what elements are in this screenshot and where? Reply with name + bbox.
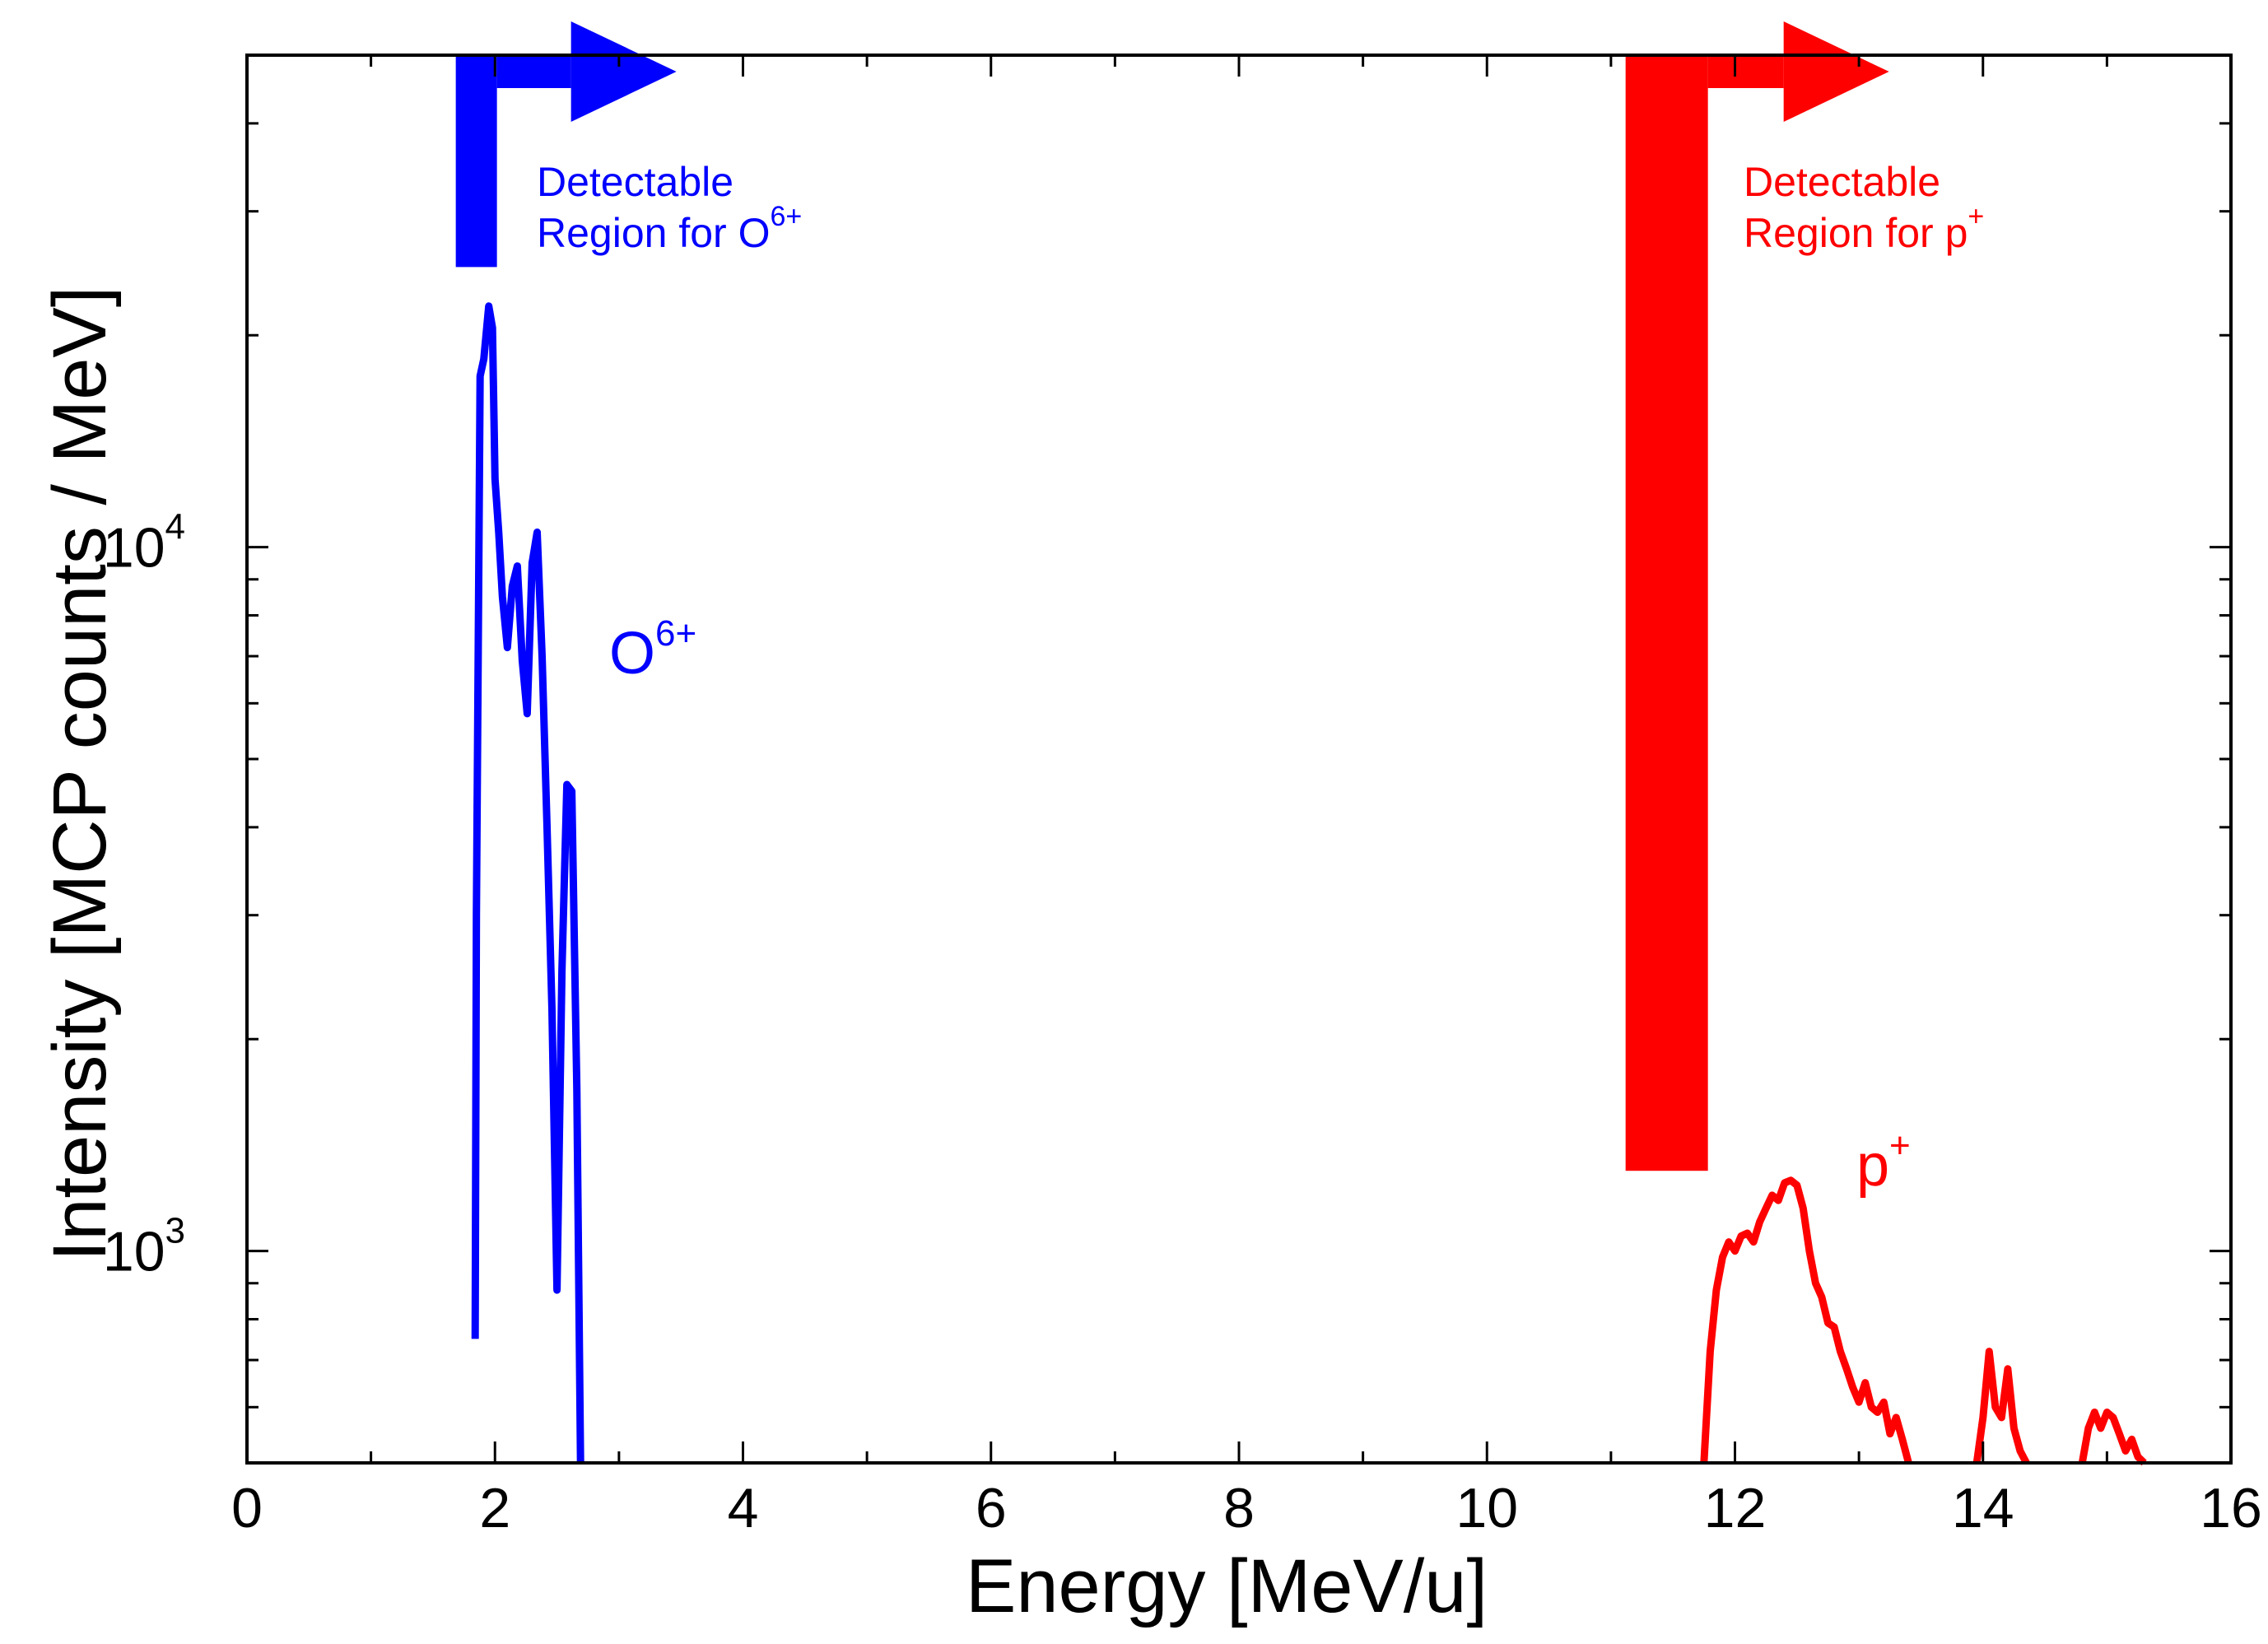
threshold-bar-1 [1625,55,1708,1171]
species-label-proton: p+ [1856,1125,1911,1199]
proton-detectable-text-line2-sup: + [1968,201,1984,232]
oxygen-detectable-text-line2: Region for O6+ [537,201,802,256]
threshold-arrow-shaft-1 [1707,55,1784,88]
axis-ticks [245,55,2233,1463]
x-tick-label-1: 2 [479,1477,510,1539]
detectable-region-annotations [455,21,1889,1171]
data-series [471,302,2147,1466]
series-line-0 [471,302,584,1464]
series-line-2 [1972,1348,2030,1465]
y-tick-label-1: 104 [103,507,185,580]
x-tick-label-8: 16 [2200,1477,2262,1539]
threshold-arrow-shaft-0 [496,55,571,88]
proton-detectable-text-line2: Region for p+ [1744,201,1984,256]
threshold-bar-0 [455,55,497,268]
series-line-3 [2078,1409,2147,1466]
threshold-arrow-head-0 [570,21,677,122]
species-label-oxygen-sup: 6+ [655,613,696,654]
species-label-oxygen-base: O [609,621,655,687]
species-label-proton-sup: + [1889,1125,1911,1166]
species-label-proton-base: p [1856,1133,1889,1199]
proton-detectable-text-line2-base: Region for p [1744,210,1968,256]
x-axis-title: Energy [MeV/u] [966,1544,1488,1628]
x-tick-label-4: 8 [1223,1477,1255,1539]
y-tick-label-0: 103 [103,1211,185,1283]
oxygen-detectable-text-line1: Detectable [537,159,733,205]
threshold-arrow-head-1 [1783,21,1889,122]
oxygen-detectable-text-line2-base: Region for O [537,210,770,256]
x-tick-label-2: 4 [728,1477,759,1539]
axis-tick-labels: 0 2 4 6 8 10 12 14 16 103 104 [103,507,2262,1539]
species-label-oxygen: O6+ [609,613,696,687]
series-line-1 [1700,1176,1912,1465]
x-tick-label-0: 0 [231,1477,263,1539]
y-axis-title: Intensity [MCP counts / MeV] [38,286,122,1262]
x-tick-label-7: 14 [1952,1477,2014,1539]
x-tick-label-6: 12 [1704,1477,1767,1539]
x-tick-label-5: 10 [1455,1477,1518,1539]
proton-detectable-text-line1: Detectable [1744,159,1940,205]
oxygen-detectable-text-line2-sup: 6+ [770,201,802,232]
x-tick-label-3: 6 [976,1477,1007,1539]
